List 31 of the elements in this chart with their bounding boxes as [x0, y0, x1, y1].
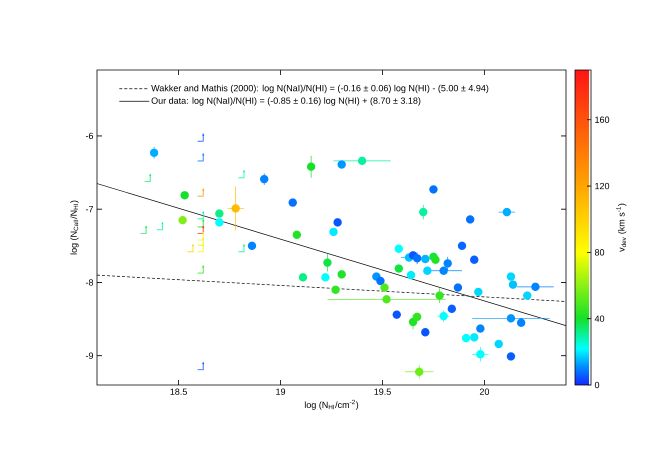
point — [198, 133, 204, 142]
x-tick-label: 19.5 — [374, 388, 391, 395]
point — [140, 226, 148, 234]
x-tick-label: 18.5 — [170, 388, 187, 395]
point — [198, 362, 204, 370]
legend-label: Our data: log N(NaI)/N(HI) = (-0.85 ± 0.16) log N(HI) + (8.70 ± 3.18) — [152, 97, 420, 106]
point — [198, 210, 204, 220]
point — [198, 152, 204, 162]
y-tick-label: -6 — [86, 132, 94, 140]
color-bar-label: 40 — [594, 316, 604, 322]
point — [238, 244, 246, 252]
y-axis-title: log (N$_{CaII}$/N$_{HI}$) — [70, 200, 79, 254]
x-tick-label: 20 — [480, 388, 490, 395]
point — [198, 244, 204, 252]
point — [198, 188, 204, 197]
x-axis-title: log (N$_{HI}$/cm$^{-2}$) — [304, 400, 358, 410]
point — [156, 222, 164, 230]
y-tick-label: -8 — [86, 279, 94, 286]
color-bar-label: 80 — [594, 249, 604, 256]
color-bar-label: 160 — [595, 116, 610, 123]
point — [198, 265, 204, 274]
color-bar-title: v$_{dev}$ (km s$^{-1}$) — [616, 204, 626, 252]
x-tick-label: 19 — [276, 388, 286, 395]
legend-label: Wakker and Mathis (2000): log N(NaI)/N(HI) = (-0.16 ± 0.06) log N(HI) - (5.00 ± 4.94) — [151, 84, 488, 94]
y-tick-label: -9 — [86, 352, 94, 359]
color-bar-label: 120 — [595, 182, 610, 190]
color-bar-label: 0 — [594, 382, 600, 388]
point — [144, 173, 152, 182]
point — [238, 170, 246, 178]
y-tick-label: -7 — [86, 206, 94, 212]
point — [187, 244, 194, 252]
